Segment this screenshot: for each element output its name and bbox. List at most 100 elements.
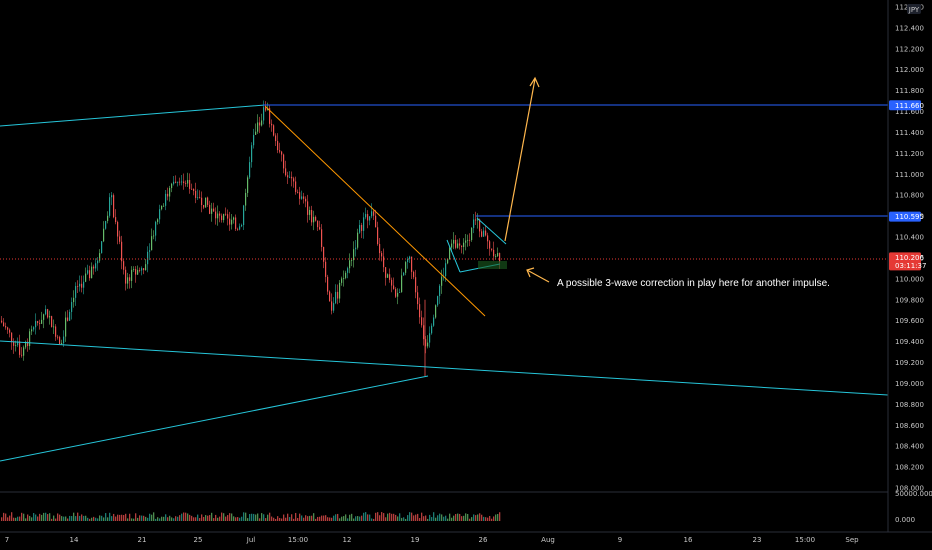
candle-body	[245, 192, 247, 206]
volume-bar	[101, 515, 103, 521]
volume-bar	[389, 512, 391, 521]
volume-bar	[333, 515, 335, 521]
volume-bar	[201, 514, 203, 521]
candle-body	[235, 217, 237, 229]
volume-bar	[247, 518, 249, 521]
candle-body	[433, 317, 435, 326]
candle-body	[251, 145, 253, 163]
volume-bar	[305, 515, 307, 521]
candle-body	[139, 270, 141, 271]
volume-bar	[423, 516, 425, 521]
volume-bar	[7, 517, 9, 521]
candle-body	[479, 219, 481, 232]
candle-body	[77, 286, 79, 287]
time-tick-label: 23	[753, 536, 762, 544]
candle-body	[115, 217, 117, 222]
volume-bar	[327, 517, 329, 521]
volume-bar	[261, 513, 263, 521]
price-tick-label: 109.600	[895, 317, 924, 325]
candle-body	[93, 266, 95, 269]
candle-body	[449, 247, 451, 259]
volume-bar	[25, 518, 27, 521]
volume-bar	[479, 513, 481, 521]
projection-arrow[interactable]	[504, 76, 540, 242]
candle-body	[57, 336, 59, 338]
volume-bar	[253, 513, 255, 521]
candle-body	[457, 243, 459, 248]
volume-bar	[87, 517, 89, 521]
candle-body	[159, 209, 161, 220]
candle-body	[291, 176, 293, 179]
candle-body	[195, 190, 197, 198]
candle-body	[261, 120, 263, 126]
downtrend-line[interactable]	[264, 105, 486, 317]
volume-bar	[497, 513, 499, 521]
candle-body	[383, 256, 385, 268]
candle-body	[107, 215, 109, 221]
volume-bar	[463, 515, 465, 521]
time-axis[interactable]: 7 14 21 25 Jul 15:00 12 19 26 Aug 9 16 23 15:00 Sep	[5, 536, 859, 544]
volume-bar	[429, 514, 431, 521]
candle-body	[315, 216, 317, 221]
volume-bar	[217, 517, 219, 521]
candle-body	[329, 291, 331, 302]
volume-bar	[241, 516, 243, 521]
candle-body	[275, 135, 277, 142]
candle-body	[465, 240, 467, 243]
volume-bar	[49, 513, 51, 521]
volume-bar	[197, 514, 199, 521]
volume-bar	[401, 517, 403, 521]
consolidation-box[interactable]	[478, 261, 507, 269]
candle-body	[343, 278, 345, 279]
candle-body	[269, 108, 271, 124]
candle-body	[113, 195, 115, 218]
candle-body	[435, 305, 437, 318]
volume-bar	[285, 517, 287, 521]
price-tag-neckline	[889, 211, 921, 222]
candle-body	[409, 256, 411, 259]
candle-body	[319, 227, 321, 230]
candle-body	[15, 345, 17, 347]
candle-body	[289, 176, 291, 178]
small-wedge-upper[interactable]	[476, 217, 507, 245]
volume-bar	[311, 515, 313, 521]
candle-body	[127, 277, 129, 284]
volume-bar	[251, 513, 253, 521]
volume-bar	[299, 513, 301, 521]
volume-bar	[157, 517, 159, 521]
candle-body	[223, 213, 225, 221]
volume-bar	[89, 518, 91, 521]
candle-body	[297, 191, 299, 193]
candle-body	[55, 326, 57, 337]
candle-body	[35, 321, 37, 328]
price-tick-label: 111.200	[895, 150, 924, 158]
volume-bar	[283, 514, 285, 521]
candle-body	[321, 229, 323, 248]
candle-body	[165, 193, 167, 206]
price-tick-label: 110.400	[895, 234, 924, 242]
volume-bar	[349, 514, 351, 521]
candle-body	[349, 260, 351, 269]
upper-channel-line[interactable]	[0, 104, 266, 127]
candle-body	[341, 278, 343, 283]
volume-bar	[59, 514, 61, 521]
volume-bar	[3, 512, 5, 521]
volume-bar	[29, 515, 31, 521]
candle-body	[205, 197, 207, 208]
volume-bar	[57, 513, 59, 521]
volume-bar	[355, 516, 357, 521]
candle-body	[171, 183, 173, 189]
volume-bar	[321, 515, 323, 521]
candle-body	[101, 241, 103, 254]
price-tick-label: 112.400	[895, 24, 924, 32]
small-wedge-lower[interactable]	[446, 239, 461, 273]
volume-bar	[439, 513, 441, 521]
volume-bar	[133, 518, 135, 521]
pointer-arrow[interactable]	[526, 267, 550, 283]
candle-body	[215, 211, 217, 219]
lower-channel-line[interactable]	[0, 340, 889, 396]
candle-body	[213, 208, 215, 212]
volume-bar	[203, 516, 205, 521]
rising-support-line[interactable]	[0, 375, 429, 462]
